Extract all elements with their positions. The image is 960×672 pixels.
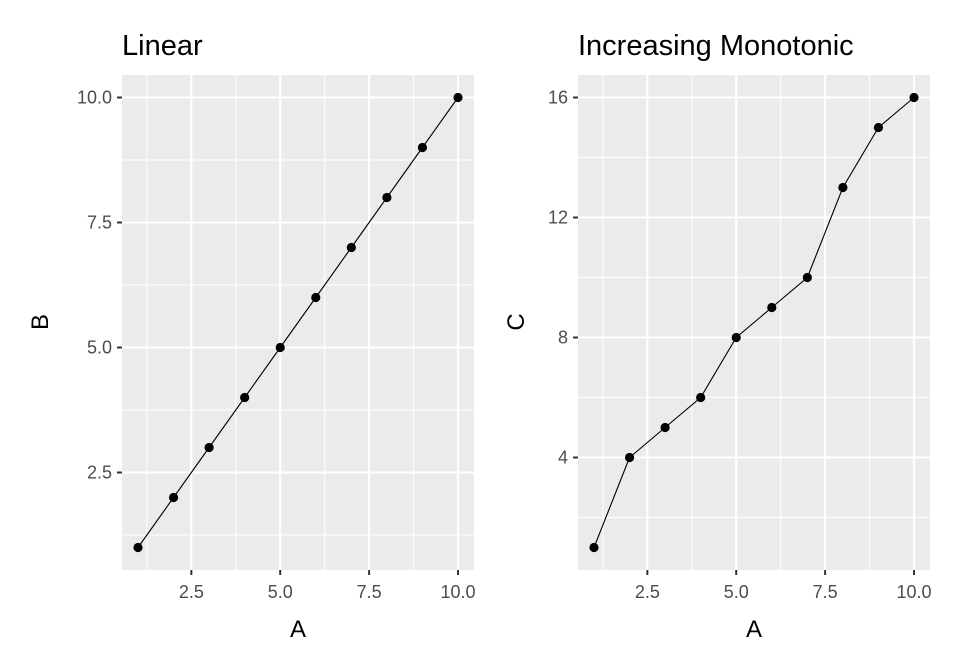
data-point: [133, 542, 143, 553]
y-tick-label: 5.0: [87, 338, 112, 358]
x-tick-label: 10.0: [440, 582, 475, 602]
series-line: [137, 97, 459, 548]
series-line: [593, 97, 915, 548]
data-point: [204, 442, 214, 453]
y-axis-title: B: [27, 314, 54, 330]
data-point: [731, 332, 741, 343]
y-axis-title: C: [503, 313, 530, 330]
data-point: [311, 292, 321, 303]
x-tick-label: 2.5: [179, 582, 204, 602]
increasing-monotonic-chart: Increasing Monotonic 2.5 5.0 7.5 10.0 4 8 12 16…: [503, 30, 932, 643]
y-tick-label: 4: [558, 448, 568, 468]
x-axis-title: A: [746, 616, 762, 643]
data-point: [873, 122, 884, 133]
x-tick-label: 7.5: [357, 582, 382, 602]
x-tick-label: 2.5: [635, 582, 660, 602]
data-point: [453, 92, 463, 103]
y-tick-label: 16: [548, 88, 568, 108]
x-tick-label: 5.0: [268, 582, 293, 602]
data-point: [346, 242, 356, 253]
y-tick-label: 10.0: [77, 88, 112, 108]
data-point: [909, 92, 919, 103]
y-tick-label: 7.5: [87, 213, 112, 233]
y-tick-label: 12: [548, 208, 568, 228]
data-point: [589, 542, 599, 553]
x-tick-label: 7.5: [813, 582, 838, 602]
data-point: [767, 302, 777, 313]
data-point: [240, 392, 250, 403]
y-tick-label: 8: [558, 328, 568, 348]
x-axis-title: A: [290, 616, 306, 643]
data-point: [802, 272, 812, 283]
data-point: [660, 422, 670, 433]
chart-title: Increasing Monotonic: [578, 30, 854, 62]
data-point: [382, 192, 392, 203]
data-point: [275, 342, 285, 353]
data-point: [168, 492, 179, 503]
x-tick-label: 10.0: [896, 582, 931, 602]
data-point: [417, 142, 428, 153]
data-point: [696, 392, 706, 403]
y-tick-label: 2.5: [87, 463, 112, 483]
data-point: [624, 452, 635, 463]
linear-chart: Linear 2.5 5.0 7.5 10.0 2.5 5.0 7.5 10.0 A B: [27, 30, 476, 643]
x-tick-label: 5.0: [724, 582, 749, 602]
chart-title: Linear: [122, 30, 203, 62]
data-point: [838, 182, 848, 193]
